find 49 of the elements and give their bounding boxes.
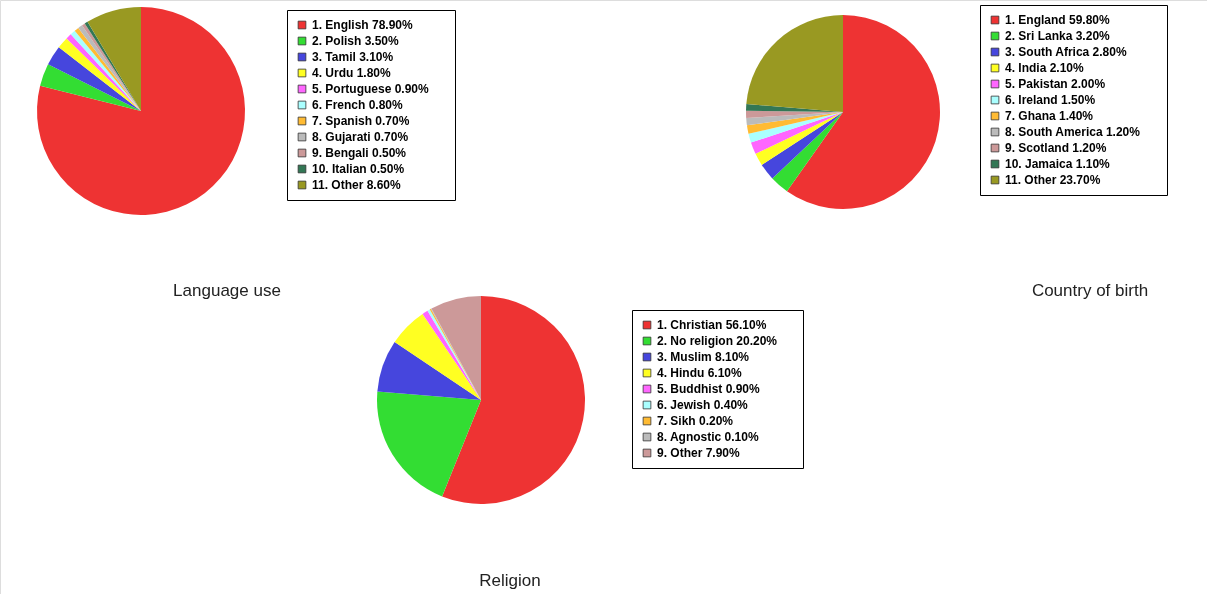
legend-label: 4. Urdu 1.80% [312,66,392,80]
legend-label: 7. Spanish 0.70% [312,114,410,128]
pie-slice [755,112,843,165]
legend-label: 10. Italian 0.50% [312,162,405,176]
pie-slice [87,7,141,111]
legend-label: 9. Scotland 1.20% [1005,141,1107,155]
pie-slice [40,64,141,111]
pie-slice [746,112,843,134]
pie-slice [377,342,481,400]
pie-slice [786,15,940,209]
legend-label: 8. Gujarati 0.70% [312,130,409,144]
legend-label: 3. Tamil 3.10% [312,50,394,64]
legend-label: 5. Buddhist 0.90% [657,382,761,396]
pie-slice [442,296,585,504]
legend-label: 6. Jewish 0.40% [657,398,749,412]
legend-label: 9. Other 7.90% [657,446,741,460]
text: Country of birth [1031,281,1149,300]
pie-slice [377,391,481,497]
legend-label: 11. Other 8.60% [312,178,402,192]
legend-label: 10. Jamaica 1.10% [1005,157,1111,171]
pie-slice [761,112,843,179]
legend-label: 3. Muslim 8.10% [657,350,750,364]
legend-label: 7. Sikh 0.20% [657,414,734,428]
legend-label: 2. No religion 20.20% [657,334,778,348]
legend-label: 7. Ghana 1.40% [1005,109,1094,123]
pie-slice [746,15,843,112]
legend-label: 8. Agnostic 0.10% [657,430,759,444]
legend-label: 1. Christian 56.10% [657,318,767,332]
legend-label: 6. French 0.80% [312,98,404,112]
text: Religion [479,571,541,590]
pie-slice [48,47,141,111]
legend-label: 5. Portuguese 0.90% [312,82,430,96]
legend-label: 3. South Africa 2.80% [1005,45,1127,59]
text: Language use [173,281,281,300]
legend-label: 5. Pakistan 2.00% [1005,77,1106,91]
legend-label: 1. England 59.80% [1005,13,1111,27]
legend-label: 1. English 78.90% [312,18,414,32]
legend-label: 4. India 2.10% [1005,61,1085,75]
legend-label: 4. Hindu 6.10% [657,366,743,380]
legend-label: 11. Other 23.70% [1005,173,1101,187]
pie-slice [750,112,843,154]
legend-label: 2. Sri Lanka 3.20% [1005,29,1111,43]
legend-label: 6. Ireland 1.50% [1005,93,1096,107]
pie-slice [37,7,245,215]
pie-slice [772,112,843,192]
pie-slice [394,313,481,400]
legend-label: 9. Bengali 0.50% [312,146,407,160]
legend-label: 8. South America 1.20% [1005,125,1141,139]
legend-label: 2. Polish 3.50% [312,34,400,48]
